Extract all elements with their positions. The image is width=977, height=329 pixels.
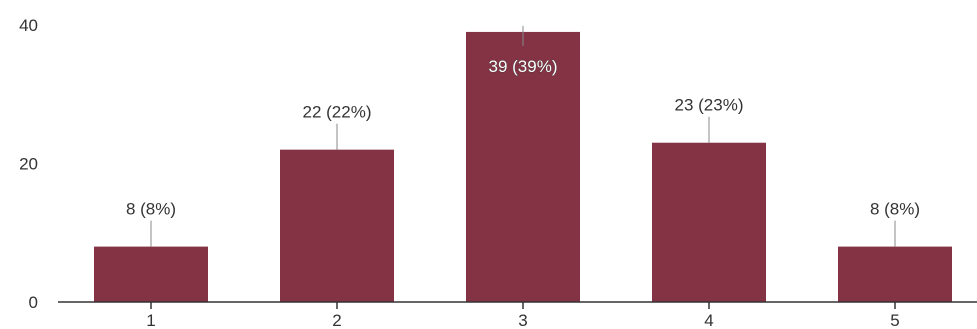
data-label: 23 (23%) (675, 96, 744, 115)
bar (652, 142, 766, 302)
x-tick-label: 1 (146, 311, 155, 329)
x-tick-label: 3 (518, 311, 527, 329)
bar (838, 246, 952, 302)
y-tick-label: 40 (19, 16, 38, 35)
bars (94, 31, 952, 303)
x-tick-label: 2 (332, 311, 341, 329)
y-axis: 0 20 40 (19, 16, 38, 312)
y-tick-label: 0 (29, 293, 38, 312)
data-label: 8 (8%) (126, 200, 176, 219)
data-label: 39 (39%) (489, 57, 558, 76)
y-tick-label: 20 (19, 155, 38, 174)
data-label: 8 (8%) (870, 200, 920, 219)
bar (280, 149, 394, 302)
bar (94, 246, 208, 302)
x-axis: 1 2 3 4 5 (146, 302, 900, 329)
x-tick-label: 5 (890, 311, 899, 329)
x-tick-label: 4 (704, 311, 713, 329)
data-label: 22 (22%) (303, 103, 372, 122)
data-labels: 8 (8%) 22 (22%) 39 (39%) 23 (23%) 8 (8%) (126, 25, 920, 247)
bar (466, 31, 580, 303)
